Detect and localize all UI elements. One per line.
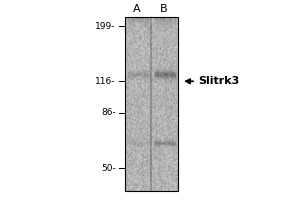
Text: 116-: 116- <box>95 77 116 86</box>
Text: B: B <box>160 4 167 14</box>
Text: 86-: 86- <box>101 108 116 117</box>
Text: A: A <box>133 4 140 14</box>
Text: 50-: 50- <box>101 164 116 173</box>
Text: 199-: 199- <box>95 22 116 31</box>
Text: Slitrk3: Slitrk3 <box>198 76 239 86</box>
Bar <box>125 17 178 191</box>
